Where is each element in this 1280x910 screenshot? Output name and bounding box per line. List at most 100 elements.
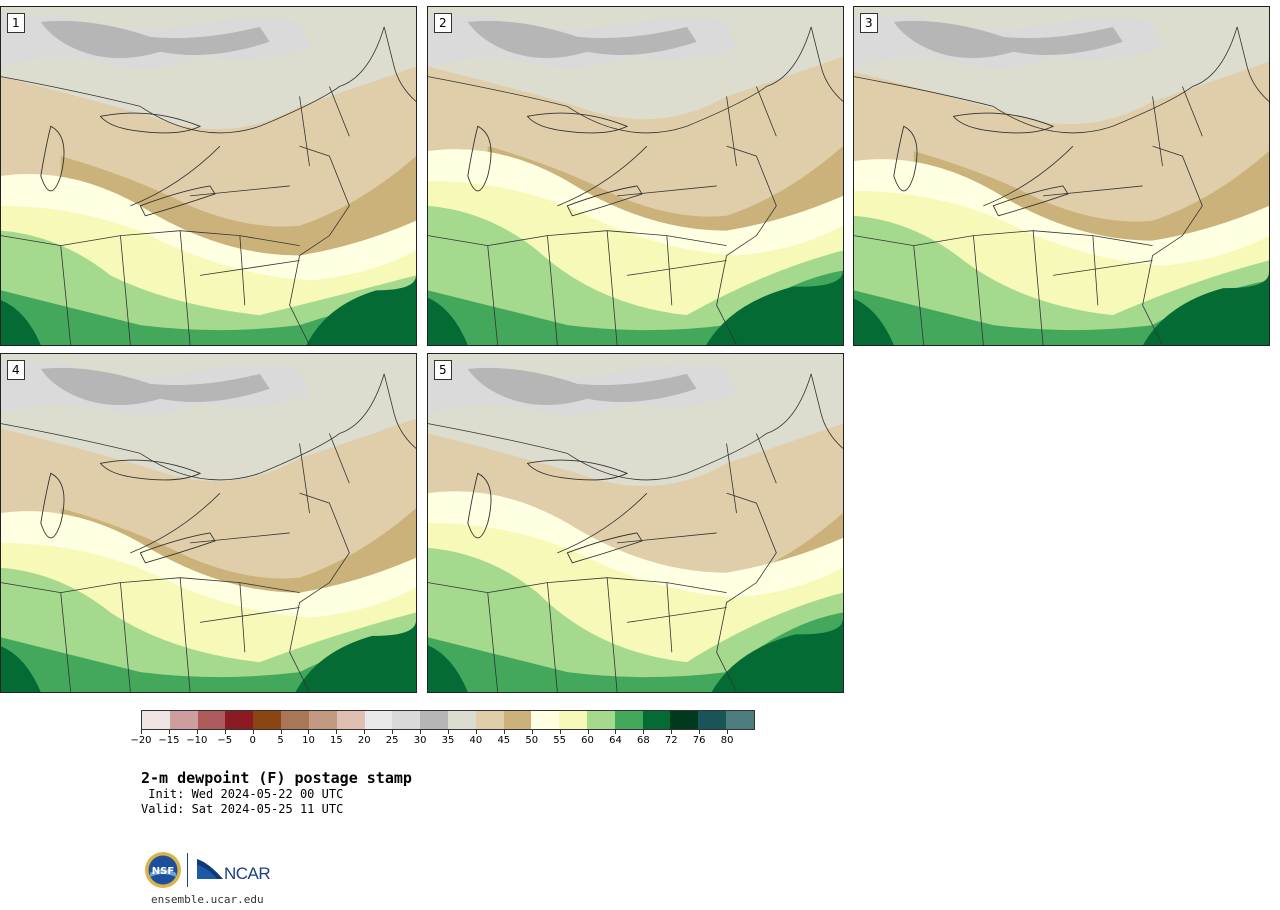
lake-erie-outline bbox=[566, 185, 643, 217]
colorbar-swatch bbox=[392, 711, 421, 729]
dewpoint-map bbox=[1, 354, 416, 692]
boundary-line bbox=[60, 245, 72, 345]
panel-label-3: 3 bbox=[860, 13, 878, 33]
panel-label-5: 5 bbox=[434, 360, 452, 380]
colorbar-swatch bbox=[225, 711, 254, 729]
boundary-line bbox=[199, 260, 300, 276]
boundary-line bbox=[1, 577, 300, 593]
colorbar-swatch bbox=[503, 711, 532, 729]
boundary-line bbox=[666, 582, 673, 653]
dry-region-dark bbox=[467, 20, 697, 59]
map-panel-5: 5 bbox=[427, 353, 844, 693]
tan-light-region bbox=[1, 418, 416, 608]
colorbar-tick bbox=[224, 730, 226, 734]
boundary-line bbox=[716, 145, 777, 345]
colorbar-tick-label: 25 bbox=[385, 735, 399, 746]
colorbar-tick-label: 76 bbox=[692, 735, 706, 746]
map-panel-1: 1 bbox=[0, 6, 417, 346]
boundary-line bbox=[617, 532, 717, 544]
colorbar-swatch bbox=[587, 711, 615, 729]
boundary-line bbox=[329, 86, 350, 137]
boundary-line bbox=[626, 607, 727, 623]
nsf-logo-icon: NSF bbox=[145, 852, 181, 888]
boundary-line bbox=[487, 592, 499, 692]
colorbar-tick-label: 68 bbox=[636, 735, 650, 746]
colorbar-tick bbox=[336, 730, 338, 734]
boundary-line bbox=[130, 492, 221, 554]
dry-region-dark bbox=[467, 367, 697, 406]
boundary-line bbox=[383, 26, 416, 102]
colorbar-swatch bbox=[336, 711, 365, 729]
colorbar-tick-label: −20 bbox=[130, 735, 152, 746]
colorbar-tick-label: 40 bbox=[469, 735, 483, 746]
tan-light-region bbox=[428, 56, 843, 246]
dewpoint-map bbox=[428, 354, 843, 692]
colorbar-swatch bbox=[447, 711, 476, 729]
boundary-line bbox=[1142, 145, 1203, 345]
lake-superior-outline bbox=[99, 112, 202, 134]
dewpoint-map bbox=[1, 7, 416, 345]
colorbar-tick bbox=[475, 730, 477, 734]
boundary-line bbox=[854, 230, 1153, 246]
colorbar-tick bbox=[168, 730, 170, 734]
boundary-line bbox=[428, 230, 727, 246]
green-light-region bbox=[854, 215, 1269, 345]
green-dark-region bbox=[1143, 272, 1269, 345]
lake-erie-outline bbox=[992, 185, 1069, 217]
boundary-line bbox=[190, 185, 290, 197]
boundary-line bbox=[606, 230, 618, 345]
boundary-line bbox=[617, 185, 717, 197]
colorbar-swatch bbox=[475, 711, 504, 729]
boundary-line bbox=[726, 96, 737, 167]
boundary-line bbox=[1092, 235, 1099, 306]
colorbar-swatch bbox=[169, 711, 198, 729]
dewpoint-map bbox=[428, 7, 843, 345]
boundary-line bbox=[1043, 185, 1143, 197]
colorbar-tick bbox=[727, 730, 729, 734]
colorbar-tick-label: 60 bbox=[581, 735, 594, 746]
boundary-line bbox=[1236, 26, 1269, 102]
boundary-line bbox=[666, 235, 673, 306]
colorbar-tick-label: 50 bbox=[525, 735, 539, 746]
green-dark-region bbox=[711, 618, 843, 692]
green-dark-region bbox=[706, 270, 843, 345]
colorbar-swatch bbox=[253, 711, 282, 729]
boundary-line bbox=[810, 373, 843, 449]
green-dark-region-west bbox=[854, 298, 894, 345]
boundary-line bbox=[756, 433, 777, 484]
lake-michigan-outline bbox=[40, 125, 65, 192]
map-panel-3: 3 bbox=[853, 6, 1270, 346]
dry-region-dark bbox=[40, 20, 270, 59]
colorbar-tick bbox=[587, 730, 589, 734]
colorbar-tick bbox=[643, 730, 645, 734]
map-panel-2: 2 bbox=[427, 6, 844, 346]
tan-light-region bbox=[1, 66, 416, 256]
colorbar-tick bbox=[280, 730, 282, 734]
boundary-line bbox=[557, 145, 648, 207]
colorbar-tick bbox=[671, 730, 673, 734]
colorbar-swatch bbox=[308, 711, 337, 729]
boundary-line bbox=[1032, 230, 1044, 345]
lake-erie-outline bbox=[139, 185, 216, 217]
panel-label-1: 1 bbox=[7, 13, 25, 33]
colorbar-tick bbox=[503, 730, 505, 734]
colorbar-tick bbox=[448, 730, 449, 734]
boundary-line bbox=[179, 230, 191, 345]
colorbar-swatch bbox=[420, 711, 448, 729]
boundary-line bbox=[810, 26, 843, 102]
colorbar-swatch bbox=[670, 711, 699, 729]
boundary-line bbox=[120, 582, 131, 692]
tan-light-region bbox=[854, 61, 1269, 251]
boundary-line bbox=[329, 433, 350, 484]
green-dark-region bbox=[306, 275, 416, 345]
ncar-logo-text: NCAR bbox=[224, 864, 271, 883]
boundary-line bbox=[190, 532, 290, 544]
dry-region-dark bbox=[893, 20, 1123, 59]
colorbar-tick-label: 45 bbox=[497, 735, 511, 746]
colorbar-tick bbox=[308, 730, 310, 734]
colorbar-tick-label: −10 bbox=[186, 735, 208, 746]
colorbar-tick bbox=[364, 730, 366, 734]
panel-label-4: 4 bbox=[7, 360, 25, 380]
colorbar-tick bbox=[559, 730, 561, 734]
colorbar-tick-label: 15 bbox=[329, 735, 343, 746]
